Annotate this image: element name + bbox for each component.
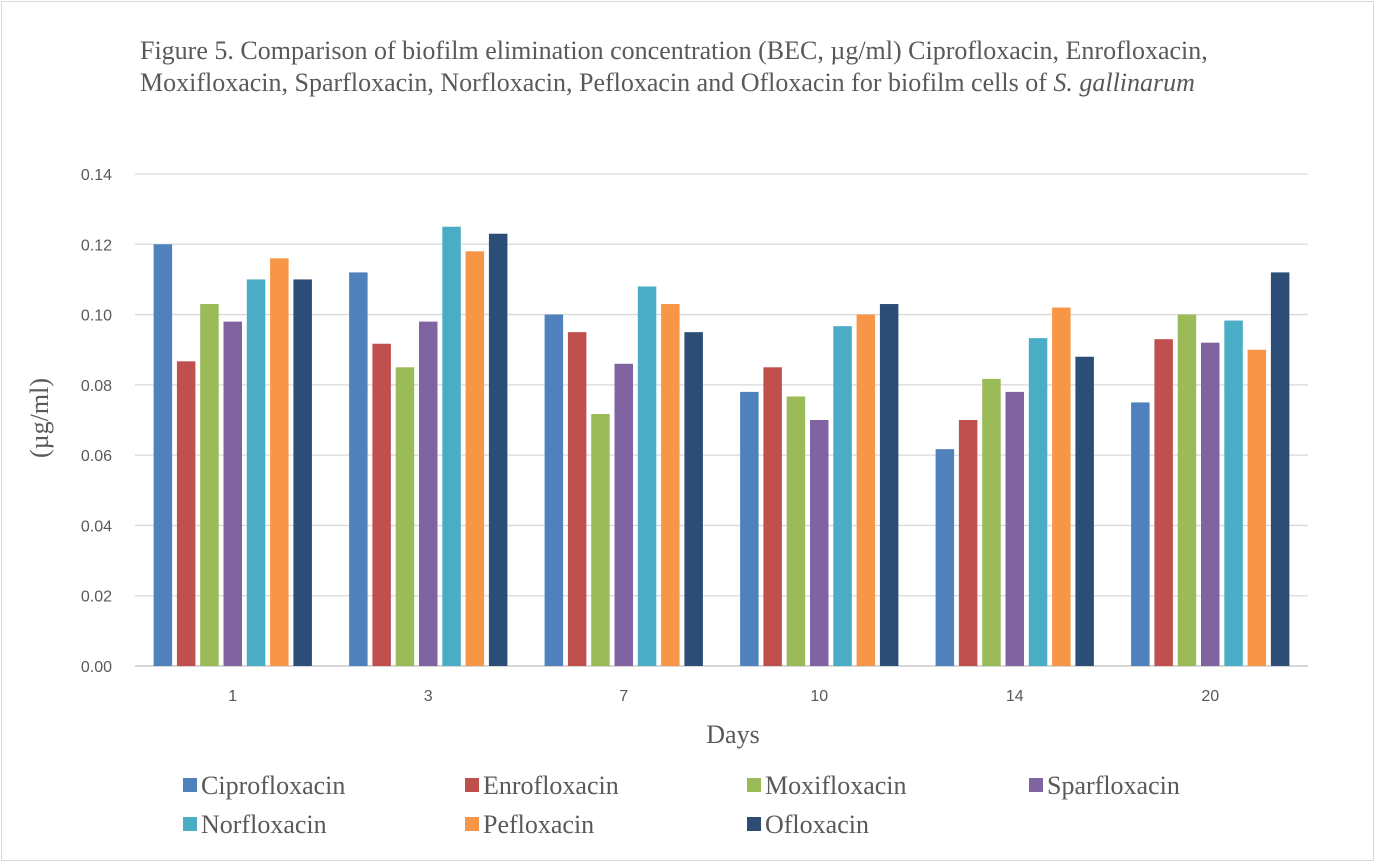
x-tick-label: 10	[810, 688, 828, 705]
bar-pefloxacin-day-3	[465, 251, 485, 667]
bar-ciprofloxacin-day-1	[153, 244, 173, 667]
bar-moxifloxacin-day-7	[591, 414, 610, 666]
y-axis-title: (µg/ml)	[25, 378, 54, 458]
y-tick-label: 0.04	[81, 518, 112, 535]
bar-ciprofloxacin-day-20	[1131, 402, 1150, 666]
legend-label-moxifloxacin: Moxifloxacin	[765, 771, 907, 800]
bar-pefloxacin-day-1	[270, 258, 289, 666]
bars	[153, 226, 1290, 667]
bar-enrofloxacin-day-20	[1154, 339, 1173, 666]
bar-moxifloxacin-day-10	[786, 396, 806, 666]
bar-moxifloxacin-day-20	[1177, 314, 1197, 666]
y-tick-labels: 0.00 0.02 0.04 0.06 0.08 0.10 0.12 0.14	[81, 167, 112, 676]
x-tick-label: 20	[1201, 688, 1219, 705]
bar-ofloxacin-day-1	[293, 279, 312, 666]
bar-pefloxacin-day-20	[1247, 349, 1267, 666]
bar-norfloxacin-day-1	[246, 279, 266, 666]
gridlines	[135, 173, 1308, 667]
legend-label-sparfloxacin: Sparfloxacin	[1047, 771, 1180, 800]
legend-label-ciprofloxacin: Ciprofloxacin	[201, 771, 345, 800]
legend-label-enrofloxacin: Enrofloxacin	[483, 771, 619, 800]
legend: Ciprofloxacin Enrofloxacin Moxifloxacin Spa…	[183, 771, 1180, 839]
bar-ofloxacin-day-7	[684, 332, 703, 666]
bar-enrofloxacin-day-7	[567, 332, 587, 666]
legend-label-ofloxacin: Ofloxacin	[765, 810, 869, 839]
legend-swatch-moxifloxacin	[747, 778, 761, 792]
x-tick-label: 3	[424, 688, 433, 705]
legend-swatch-ciprofloxacin	[183, 778, 197, 792]
bar-sparfloxacin-day-10	[810, 420, 829, 666]
y-tick-label: 0.08	[81, 378, 112, 395]
legend-swatch-pefloxacin	[465, 817, 479, 831]
y-tick-label: 0.14	[81, 167, 112, 184]
legend-swatch-sparfloxacin	[1029, 778, 1043, 792]
x-tick-label: 14	[1006, 688, 1024, 705]
y-tick-label: 0.02	[81, 589, 112, 606]
y-tick-label: 0.06	[81, 448, 112, 465]
bar-sparfloxacin-day-14	[1005, 391, 1024, 666]
x-tick-label: 1	[228, 688, 237, 705]
bar-moxifloxacin-day-1	[200, 304, 219, 666]
bar-enrofloxacin-day-10	[763, 367, 782, 666]
legend-label-pefloxacin: Pefloxacin	[483, 810, 594, 839]
bar-norfloxacin-day-10	[833, 326, 852, 666]
bar-enrofloxacin-day-1	[176, 361, 196, 666]
bar-ciprofloxacin-day-10	[740, 391, 759, 666]
bar-norfloxacin-day-7	[637, 286, 657, 666]
x-axis-title: Days	[706, 720, 759, 749]
bar-ciprofloxacin-day-7	[544, 314, 564, 666]
bar-norfloxacin-day-3	[442, 226, 461, 666]
legend-swatch-enrofloxacin	[465, 778, 479, 792]
y-tick-label: 0.12	[81, 237, 112, 254]
bar-ofloxacin-day-14	[1075, 356, 1094, 666]
bar-pefloxacin-day-14	[1052, 307, 1071, 666]
y-tick-label: 0.10	[81, 308, 112, 325]
bar-sparfloxacin-day-3	[419, 321, 438, 666]
legend-swatch-norfloxacin	[183, 817, 197, 831]
bar-moxifloxacin-day-3	[395, 367, 415, 666]
bar-norfloxacin-day-14	[1028, 338, 1048, 666]
chart-title-part: S. gallinarum	[1053, 68, 1195, 97]
chart-title-part: Figure 5. Comparison of biofilm eliminat…	[140, 36, 1208, 97]
bar-ciprofloxacin-day-14	[935, 449, 955, 666]
bar-ofloxacin-day-3	[488, 233, 508, 666]
chart-title: Figure 5. Comparison of biofilm eliminat…	[140, 35, 1260, 99]
x-tick-label: 7	[619, 688, 628, 705]
bar-ofloxacin-day-10	[879, 304, 899, 666]
bar-norfloxacin-day-20	[1224, 320, 1243, 666]
bar-ciprofloxacin-day-3	[349, 272, 368, 666]
y-tick-label: 0.00	[81, 659, 112, 676]
legend-swatch-ofloxacin	[747, 817, 761, 831]
bar-enrofloxacin-day-3	[372, 343, 391, 666]
legend-label-norfloxacin: Norfloxacin	[201, 810, 327, 839]
bar-sparfloxacin-day-1	[223, 321, 242, 666]
x-tick-labels: 1 3 7 10 14 20	[228, 688, 1219, 705]
bar-pefloxacin-day-7	[661, 304, 680, 666]
bar-sparfloxacin-day-7	[614, 363, 633, 666]
bar-moxifloxacin-day-14	[982, 378, 1001, 666]
bar-sparfloxacin-day-20	[1201, 342, 1220, 666]
bar-pefloxacin-day-10	[856, 314, 876, 666]
bar-ofloxacin-day-20	[1270, 272, 1290, 666]
bar-enrofloxacin-day-14	[958, 420, 978, 666]
